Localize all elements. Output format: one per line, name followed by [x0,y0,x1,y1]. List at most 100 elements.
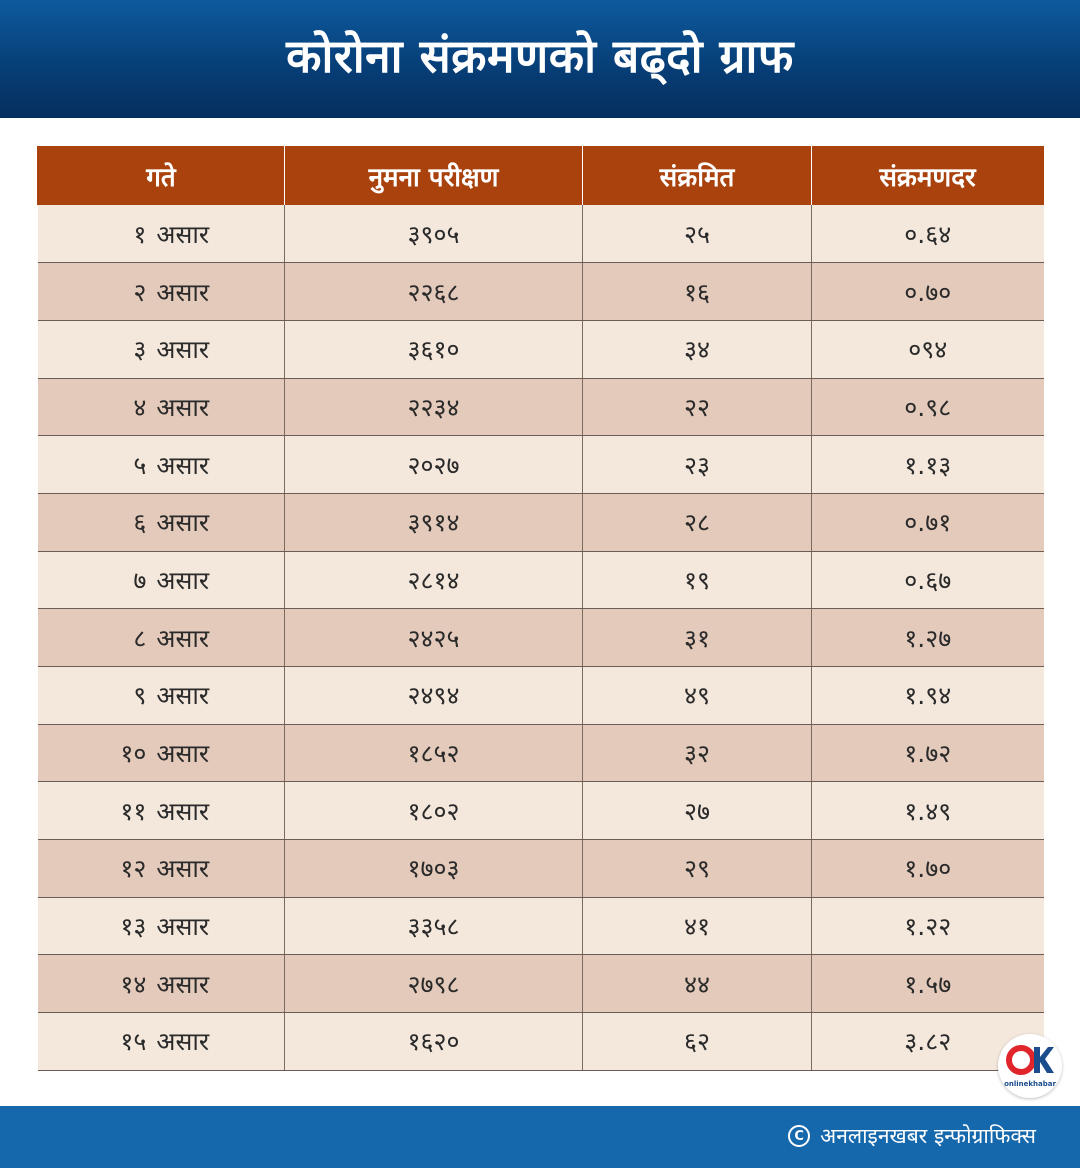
ok-logo-icon [1006,1045,1054,1075]
cell-rate: १.५७ [811,954,1044,1014]
cell-date-month: असार [156,623,210,653]
cell-rate: १.७२ [811,724,1044,783]
cell-date-month: असार [156,392,210,422]
cell-infected: १९ [582,551,812,610]
cell-rate: १.१३ [811,435,1044,494]
cell-date-day: २ [133,277,147,307]
cell-date-month: असार [156,335,210,365]
cell-date-month: असार [156,508,210,538]
cell-date: ३ असार [37,320,285,379]
table-row: १४ असार २७९८ ४४ १.५७ [37,954,1044,1014]
footer-credit: C अनलाइनखबर इन्फोग्राफिक्स [788,1122,1036,1150]
column-header-infected: संक्रमित [582,146,812,205]
cell-infected: ३२ [582,724,812,783]
cell-infected: ३४ [582,320,812,379]
cell-date: ८ असार [37,608,285,667]
cell-date: १० असार [37,724,285,783]
cell-tests: ३३५८ [284,897,583,956]
cell-date-month: असार [156,1027,210,1057]
table-row: ६ असार ३९१४ २८ ०.७१ [37,493,1044,552]
table-row: १५ असार १६२० ६२ ३.८२ [37,1012,1044,1071]
table-row: ३ असार ३६१० ३४ ०९४ [37,320,1044,379]
cell-date: १५ असार [37,1012,285,1071]
cell-date: १४ असार [37,954,285,1014]
table-row: १ असार ३९०५ २५ ०.६४ [37,205,1044,264]
cell-date-day: ३ [133,335,147,365]
cell-rate: ०.७० [811,262,1044,321]
cell-date-day: ८ [133,623,147,653]
table-header-row: गते नुमना परीक्षण संक्रमित संक्रमणदर [37,146,1044,205]
cell-tests: १८०२ [284,781,583,841]
cell-tests: १८५२ [284,724,583,783]
cell-date-day: १५ [120,1027,147,1057]
cell-date-month: असार [156,796,210,826]
cell-date-month: असार [156,739,210,769]
cell-date-month: असार [156,277,210,307]
cell-date-day: ६ [133,508,147,538]
cell-tests: १६२० [284,1012,583,1071]
cell-date: १ असार [37,205,285,264]
cell-infected: ४९ [582,666,812,725]
cell-date: ९ असार [37,666,285,725]
cell-tests: ३९१४ [284,493,583,552]
cell-rate: ०.७१ [811,493,1044,552]
table-row: ५ असार २०२७ २३ १.१३ [37,435,1044,494]
cell-date-day: ७ [133,565,147,595]
page-title: कोरोना संक्रमणको बढ्दो ग्राफ [286,29,794,83]
table-row: १२ असार १७०३ २९ १.७० [37,839,1044,898]
cell-infected: २९ [582,839,812,898]
table-row: १० असार १८५२ ३२ १.७२ [37,724,1044,783]
cell-date-month: असार [156,681,210,711]
cell-date-day: १ [133,219,147,249]
cell-infected: २३ [582,435,812,494]
cell-date-day: ५ [133,450,147,480]
table-row: ८ असार २४२५ ३१ १.२७ [37,608,1044,667]
cell-infected: १६ [582,262,812,321]
cell-infected: ४१ [582,897,812,956]
cell-tests: १७०३ [284,839,583,898]
cell-date-month: असार [156,219,210,249]
cell-tests: २७९८ [284,954,583,1014]
cell-date-day: १४ [120,969,147,999]
cell-rate: १.२७ [811,608,1044,667]
cell-date-month: असार [156,854,210,884]
logo-text: onlinekhabar [1004,1080,1056,1088]
footer-credit-text: अनलाइनखबर इन्फोग्राफिक्स [820,1124,1036,1148]
cell-date: १२ असार [37,839,285,898]
cell-tests: ३९०५ [284,205,583,264]
cell-tests: ३६१० [284,320,583,379]
cell-date: १३ असार [37,897,285,956]
header-banner: कोरोना संक्रमणको बढ्दो ग्राफ [0,0,1080,118]
cell-infected: २५ [582,205,812,264]
cell-tests: २४९४ [284,666,583,725]
cell-date-day: ९ [133,681,147,711]
cell-date-month: असार [156,450,210,480]
cell-date-day: १२ [120,854,147,884]
cell-tests: २२६८ [284,262,583,321]
cell-rate: १.२२ [811,897,1044,956]
cell-date: ११ असार [37,781,285,841]
table-row: ७ असार २८१४ १९ ०.६७ [37,551,1044,610]
cell-date: २ असार [37,262,285,321]
cell-date-month: असार [156,912,210,942]
cell-date: ७ असार [37,551,285,610]
table-row: २ असार २२६८ १६ ०.७० [37,262,1044,321]
table-row: १३ असार ३३५८ ४१ १.२२ [37,897,1044,956]
cell-date: ४ असार [37,378,285,437]
table-row: ११ असार १८०२ २७ १.४९ [37,781,1044,841]
cell-date-month: असार [156,969,210,999]
cell-date-day: ११ [120,796,147,826]
column-header-tests: नुमना परीक्षण [284,146,583,205]
cell-date: ५ असार [37,435,285,494]
cell-tests: २०२७ [284,435,583,494]
cell-infected: ६२ [582,1012,812,1071]
cell-rate: १.४९ [811,781,1044,841]
onlinekhabar-logo: onlinekhabar [998,1034,1062,1098]
cell-rate: ०.६७ [811,551,1044,610]
data-table: गते नुमना परीक्षण संक्रमित संक्रमणदर १ अस… [37,146,1044,1071]
table-row: ४ असार २२३४ २२ ०.९८ [37,378,1044,437]
cell-date-month: असार [156,565,210,595]
column-header-rate: संक्रमणदर [811,146,1044,205]
cell-infected: ४४ [582,954,812,1014]
cell-date: ६ असार [37,493,285,552]
